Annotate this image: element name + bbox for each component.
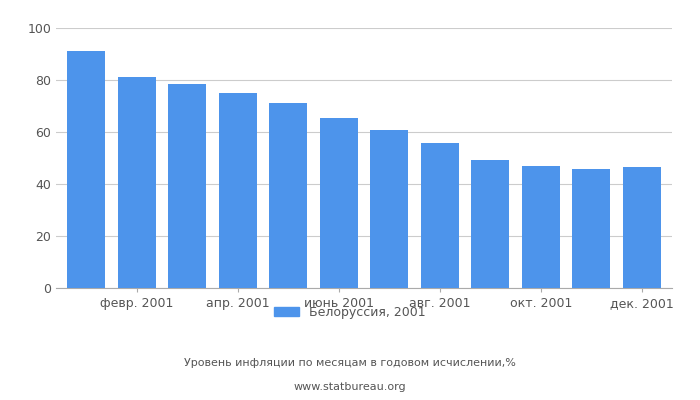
Bar <box>219 93 257 288</box>
Text: www.statbureau.org: www.statbureau.org <box>294 382 406 392</box>
Bar <box>320 118 358 288</box>
Bar <box>623 167 661 288</box>
Legend: Белоруссия, 2001: Белоруссия, 2001 <box>270 301 430 324</box>
Bar <box>67 51 105 288</box>
Bar <box>270 103 307 288</box>
Bar <box>573 170 610 288</box>
Bar <box>421 143 458 288</box>
Bar <box>522 166 560 288</box>
Text: Уровень инфляции по месяцам в годовом исчислении,%: Уровень инфляции по месяцам в годовом ис… <box>184 358 516 368</box>
Bar <box>168 84 206 288</box>
Bar <box>471 160 509 288</box>
Bar <box>118 77 155 288</box>
Bar <box>370 130 408 288</box>
